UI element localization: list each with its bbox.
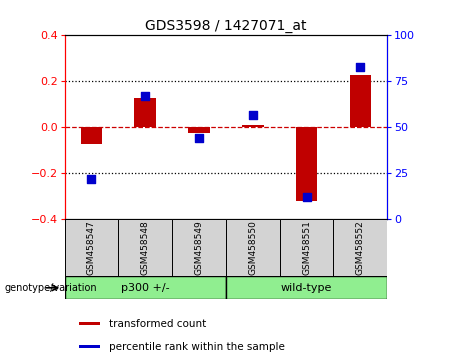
Text: p300 +/-: p300 +/-	[121, 282, 170, 293]
Bar	[188, 127, 210, 133]
Title: GDS3598 / 1427071_at: GDS3598 / 1427071_at	[145, 19, 307, 33]
Text: GSM458548: GSM458548	[141, 221, 150, 275]
Text: percentile rank within the sample: percentile rank within the sample	[109, 342, 285, 352]
Text: GSM458552: GSM458552	[356, 221, 365, 275]
Bar	[79, 345, 100, 348]
Bar	[172, 219, 226, 276]
Bar	[242, 125, 264, 127]
Point	[357, 64, 364, 69]
Text: GSM458551: GSM458551	[302, 220, 311, 275]
Text: GSM458547: GSM458547	[87, 221, 96, 275]
Point	[249, 112, 256, 118]
Bar	[81, 127, 102, 144]
Point	[88, 176, 95, 182]
Bar	[226, 219, 280, 276]
Bar	[280, 219, 333, 276]
Bar	[226, 276, 387, 299]
Bar	[296, 127, 317, 201]
Bar	[118, 219, 172, 276]
Bar	[65, 219, 118, 276]
Text: transformed count: transformed count	[109, 319, 206, 329]
Point	[303, 195, 310, 200]
Point	[195, 136, 203, 141]
Point	[142, 93, 149, 99]
Text: GSM458549: GSM458549	[195, 221, 203, 275]
Bar	[79, 322, 100, 325]
Bar	[349, 75, 371, 127]
Bar	[333, 219, 387, 276]
Text: GSM458550: GSM458550	[248, 220, 257, 275]
Bar	[65, 276, 226, 299]
Text: wild-type: wild-type	[281, 282, 332, 293]
Text: genotype/variation: genotype/variation	[5, 283, 97, 293]
Bar	[135, 97, 156, 127]
